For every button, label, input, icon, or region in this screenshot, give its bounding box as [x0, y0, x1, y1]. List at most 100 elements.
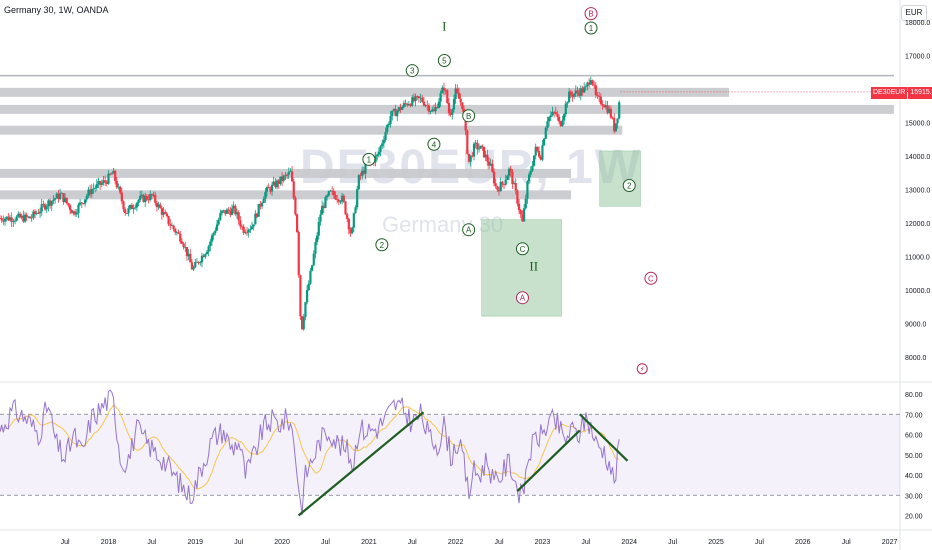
- candle-body: [307, 283, 310, 291]
- candle-body: [144, 195, 147, 202]
- candle-body: [275, 180, 279, 188]
- candle-body: [406, 103, 409, 106]
- candle-body: [594, 85, 597, 96]
- candle-body: [459, 98, 462, 103]
- candle-body: [517, 203, 521, 211]
- wave-label: C: [520, 245, 526, 254]
- candle-body: [259, 203, 262, 207]
- candle-body: [8, 217, 12, 221]
- candle-body: [427, 105, 431, 112]
- candle-body: [422, 101, 426, 106]
- candle-body: [255, 213, 259, 217]
- price-axis-tick: 8000.0: [905, 355, 927, 362]
- candle-body: [516, 190, 519, 204]
- candle-body: [222, 210, 225, 211]
- candle-body: [332, 191, 335, 196]
- candle-body: [494, 183, 497, 187]
- currency-button[interactable]: EUR: [901, 5, 927, 21]
- candle-body: [564, 103, 567, 115]
- candle-body: [300, 316, 304, 330]
- wave-label-roman: II: [529, 259, 538, 274]
- candle-body: [376, 154, 379, 156]
- candle-body: [522, 208, 526, 222]
- candle-body: [214, 230, 217, 234]
- candle-body: [292, 181, 295, 198]
- candle-body: [591, 80, 594, 85]
- candle-body: [504, 179, 507, 185]
- candle-body: [107, 173, 110, 184]
- candle-body: [72, 211, 75, 214]
- candle-body: [267, 187, 270, 189]
- candle-body: [142, 194, 145, 202]
- candle-body: [215, 224, 219, 231]
- candle-body: [354, 207, 357, 214]
- candle-body: [235, 212, 239, 215]
- candle-body: [239, 220, 242, 227]
- candle-body: [361, 170, 364, 176]
- candle-body: [509, 168, 512, 172]
- candle-body: [609, 108, 612, 118]
- candle-body: [0, 218, 3, 221]
- candle-body: [447, 103, 451, 113]
- time-axis-tick: Jul: [581, 539, 590, 546]
- candle-body: [441, 87, 444, 94]
- candle-body: [63, 197, 67, 202]
- candle-body: [85, 195, 88, 200]
- candle-body: [79, 202, 82, 205]
- candle-body: [48, 200, 52, 206]
- candle-body: [70, 210, 73, 214]
- time-axis-tick: 2021: [361, 539, 377, 546]
- candle-body: [265, 187, 269, 192]
- candle-body: [392, 109, 395, 111]
- candle-body: [94, 187, 97, 189]
- candle-body: [377, 151, 380, 155]
- candle-body: [104, 180, 107, 183]
- candle-body: [284, 174, 287, 176]
- time-axis-tick: Jul: [321, 539, 330, 546]
- candle-body: [100, 182, 103, 185]
- candle-body: [197, 261, 200, 264]
- candle-body: [452, 98, 456, 110]
- candle-body: [272, 181, 275, 185]
- wave-label: B: [588, 10, 593, 19]
- candle-body: [25, 214, 28, 218]
- candle-body: [561, 120, 564, 127]
- candle-body: [416, 96, 419, 97]
- candle-body: [329, 190, 332, 192]
- candle-body: [12, 221, 15, 223]
- candle-body: [421, 97, 424, 102]
- candle-body: [596, 95, 599, 96]
- candle-body: [185, 246, 189, 257]
- candle-body: [75, 213, 78, 215]
- time-axis-tick: Jul: [234, 539, 243, 546]
- candle-body: [184, 246, 187, 248]
- candle-body: [379, 146, 382, 152]
- candle-body: [18, 213, 22, 218]
- candle-body: [224, 210, 227, 214]
- candle-body: [331, 190, 334, 192]
- candle-body: [40, 204, 43, 212]
- candle-body: [289, 171, 292, 173]
- candle-body: [346, 214, 349, 219]
- time-axis-tick: 2019: [187, 539, 203, 546]
- candle-body: [92, 188, 95, 190]
- candle-body: [524, 198, 527, 209]
- candle-body: [593, 84, 596, 86]
- candle-body: [147, 199, 150, 201]
- candle-body: [190, 262, 194, 270]
- candle-body: [254, 213, 257, 225]
- price-tag-value: 15915.2: [908, 87, 932, 99]
- candle-body: [145, 195, 148, 200]
- rsi-axis-tick: 80.00: [905, 392, 923, 399]
- candle-body: [537, 151, 541, 157]
- candle-body: [553, 111, 556, 113]
- wave-label-circle: [622, 178, 636, 192]
- rsi-axis-tick: 50.00: [905, 453, 923, 460]
- candle-body: [312, 253, 315, 266]
- candle-body: [604, 105, 607, 108]
- candle-body: [364, 163, 367, 174]
- candle-body: [17, 213, 20, 217]
- candle-body: [58, 193, 62, 200]
- candle-body: [162, 212, 165, 215]
